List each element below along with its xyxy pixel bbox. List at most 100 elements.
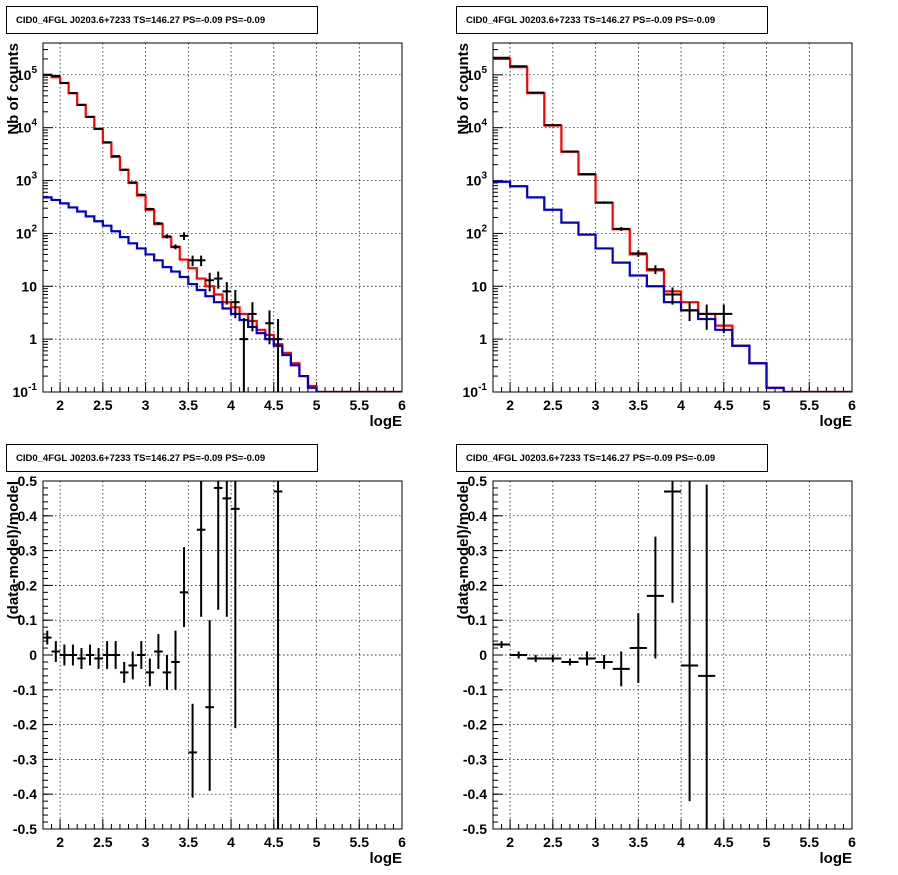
x-tick-label: 5 <box>763 397 771 413</box>
x-tick-label: 2 <box>506 834 514 850</box>
x-axis-title: logE <box>370 850 403 867</box>
data-point <box>273 319 283 392</box>
series-line-2 <box>43 196 402 392</box>
y-tick-label: 105 <box>16 65 38 83</box>
data-point <box>128 181 138 184</box>
plot-frame <box>42 42 403 393</box>
data-point <box>681 481 699 802</box>
y-tick-label: -0.4 <box>13 786 37 802</box>
data-point <box>248 302 257 332</box>
chart-title: CID0_4FGL J0203.6+7233 TS=146.27 PS=-0.0… <box>466 453 715 464</box>
x-tick-label: 3.5 <box>629 397 649 413</box>
y-tick-label: 103 <box>466 171 488 189</box>
chart-panel-2: CID0_4FGL J0203.6+7233 TS=146.27 PS=-0.0… <box>455 6 856 430</box>
data-point <box>222 481 232 617</box>
series-layer <box>493 56 852 392</box>
chart-title: CID0_4FGL J0203.6+7233 TS=146.27 PS=-0.0… <box>16 453 265 464</box>
x-tick-label: 3 <box>142 397 150 413</box>
data-point <box>544 655 562 662</box>
x-tick-label: 2.5 <box>543 397 563 413</box>
data-point <box>145 658 155 687</box>
y-tick-label: -0.1 <box>463 682 487 698</box>
y-tick-label: -0.3 <box>463 751 487 767</box>
data-point <box>663 481 682 603</box>
y-tick-label: 0.5 <box>18 473 38 489</box>
data-point <box>137 193 146 196</box>
series-layer <box>493 481 716 829</box>
y-tick-label: 0.4 <box>468 508 488 524</box>
x-tick-label: 5 <box>763 834 771 850</box>
title-box <box>6 444 318 472</box>
data-point <box>213 481 223 610</box>
y-tick-label: 102 <box>466 223 488 241</box>
y-tick-label: -0.2 <box>13 717 37 733</box>
x-tick-label: 4.5 <box>714 834 734 850</box>
data-point <box>578 173 596 176</box>
y-tick-label: 10 <box>21 278 37 294</box>
data-point <box>171 630 180 690</box>
x-tick-label: 2 <box>56 397 64 413</box>
x-tick-label: 3 <box>142 834 150 850</box>
data-point <box>188 255 197 267</box>
y-tick-label: -0.2 <box>463 717 487 733</box>
y-tick-label: -0.5 <box>13 821 37 837</box>
data-point <box>612 651 630 687</box>
data-point <box>154 634 163 669</box>
x-tick-label: 6 <box>848 397 856 413</box>
data-point <box>715 304 733 334</box>
x-tick-label: 5.5 <box>800 397 820 413</box>
chart-panel-1: CID0_4FGL J0203.6+7233 TS=146.27 PS=-0.0… <box>5 6 406 430</box>
y-tick-label: 104 <box>16 118 38 136</box>
x-tick-label: 2 <box>56 834 64 850</box>
data-point <box>85 644 95 666</box>
x-tick-label: 4 <box>227 834 235 850</box>
plot-frame <box>42 480 403 830</box>
chart-panel-3: CID0_4FGL J0203.6+7233 TS=146.27 PS=-0.0… <box>5 444 406 867</box>
data-point <box>527 655 545 662</box>
x-tick-label: 4 <box>227 397 235 413</box>
series-layer <box>43 481 283 829</box>
x-tick-label: 4 <box>677 834 685 850</box>
data-point <box>629 250 647 257</box>
data-point <box>231 290 240 319</box>
x-tick-label: 6 <box>398 834 406 850</box>
y-tick-label: 0.2 <box>468 577 488 593</box>
x-tick-label: 3.5 <box>179 397 199 413</box>
data-point <box>646 536 664 659</box>
data-point <box>698 484 716 829</box>
data-point <box>681 302 699 322</box>
data-point <box>94 648 103 669</box>
y-tick-label: 0.1 <box>18 612 38 628</box>
x-tick-label: 2.5 <box>543 834 563 850</box>
x-tick-label: 2.5 <box>93 834 113 850</box>
data-point <box>544 124 562 127</box>
data-point <box>196 255 206 267</box>
data-point <box>171 244 180 250</box>
y-tick-label: 104 <box>466 118 488 136</box>
x-tick-label: 5.5 <box>350 834 370 850</box>
data-point <box>154 221 163 225</box>
series-line-2 <box>493 180 852 392</box>
data-point <box>179 232 189 241</box>
data-point <box>273 481 283 829</box>
x-tick-label: 2.5 <box>93 397 113 413</box>
x-axis-title: logE <box>820 413 853 430</box>
x-tick-label: 3.5 <box>629 834 649 850</box>
data-point <box>578 651 596 666</box>
data-point <box>561 658 579 666</box>
x-tick-label: 5 <box>313 834 321 850</box>
data-point <box>68 644 78 666</box>
x-tick-label: 2 <box>506 397 514 413</box>
y-tick-label: 0.2 <box>18 577 38 593</box>
y-axis-title: (data-model)/model <box>455 481 472 619</box>
y-axis-title: (data-model)/model <box>5 481 22 619</box>
data-point <box>179 547 189 628</box>
title-box <box>6 6 318 34</box>
data-point <box>222 282 232 305</box>
chart-title: CID0_4FGL J0203.6+7233 TS=146.27 PS=-0.0… <box>466 15 715 26</box>
data-point <box>510 651 528 659</box>
data-point <box>162 234 172 239</box>
data-point <box>77 648 86 669</box>
x-tick-label: 5.5 <box>350 397 370 413</box>
y-tick-label: -0.1 <box>13 682 37 698</box>
